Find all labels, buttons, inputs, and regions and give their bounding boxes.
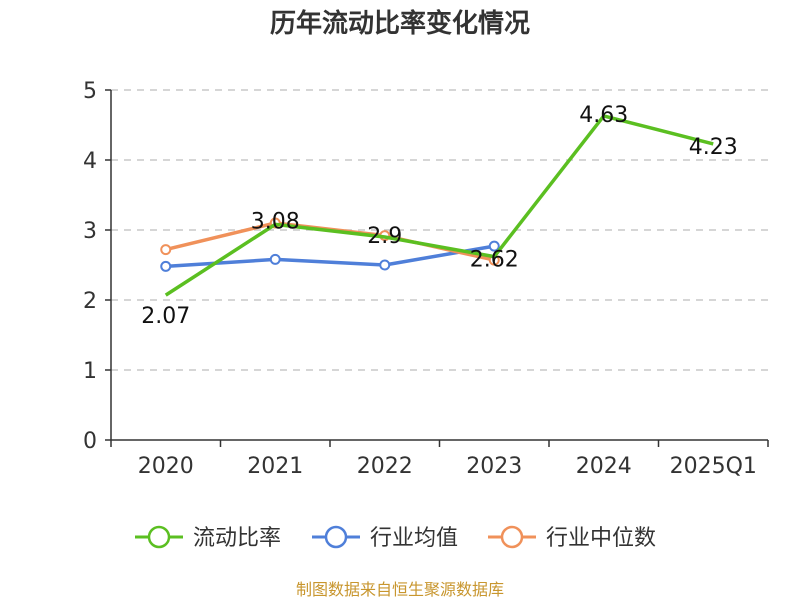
grid-lines (111, 89, 768, 371)
x-tick-label: 2025Q1 (670, 454, 757, 479)
data-label: 2.9 (367, 224, 402, 249)
x-tick-label: 2021 (247, 454, 303, 479)
y-tick-label: 5 (83, 79, 97, 104)
series-line-1 (165, 244, 495, 269)
data-label: 3.08 (251, 209, 300, 234)
y-tick-label: 2 (83, 289, 97, 314)
legend-marker (147, 525, 171, 549)
source-note: 制图数据来自恒生聚源数据库 (296, 580, 504, 599)
data-label: 2.62 (470, 248, 519, 273)
chart-title: 历年流动比率变化情况 (270, 8, 530, 39)
y-tick-label: 0 (83, 429, 97, 454)
x-tick-label: 2022 (357, 454, 413, 479)
data-point (160, 244, 172, 256)
legend-marker (500, 525, 524, 549)
x-tick-label: 2020 (138, 454, 194, 479)
data-label: 2.07 (141, 304, 190, 329)
data-label: 4.23 (689, 135, 738, 160)
x-tick-label: 2023 (466, 454, 522, 479)
y-tick-label: 4 (83, 149, 97, 174)
data-point (160, 260, 172, 272)
y-tick-label: 1 (83, 359, 97, 384)
data-point (379, 259, 391, 271)
data-point (269, 253, 281, 265)
legend: 流动比率 行业均值 行业中位数 (135, 525, 656, 551)
data-label: 4.63 (579, 103, 628, 128)
x-tick-label: 2024 (576, 454, 632, 479)
legend-marker (324, 525, 348, 549)
series-line-0 (164, 114, 714, 297)
data-labels: 2.07 3.08 2.9 2.62 4.63 4.23 (141, 103, 737, 329)
y-tick-label: 3 (83, 219, 97, 244)
data-point (488, 240, 500, 252)
legend-label: 流动比率 (193, 526, 281, 551)
axes: 0 1 2 3 4 5 2020 2021 2022 2023 2024 2025Q1 (83, 79, 769, 479)
legend-label: 行业中位数 (546, 526, 656, 551)
legend-label: 行业均值 (370, 526, 458, 551)
series-group (160, 114, 714, 297)
